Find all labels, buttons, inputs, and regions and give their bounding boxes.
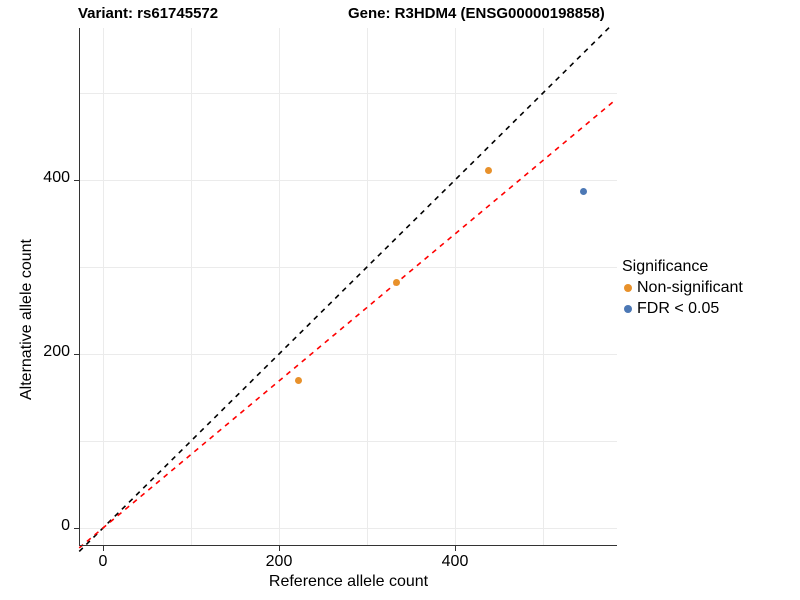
gridline-vertical xyxy=(279,28,280,545)
gridline-vertical xyxy=(367,28,368,545)
reference-lines xyxy=(78,26,617,553)
legend-item-label: Non-significant xyxy=(637,278,743,296)
legend-items: Non-significant FDR < 0.05 xyxy=(622,277,797,319)
legend-item-1[interactable]: Non-significant xyxy=(622,277,797,298)
gridline-horizontal xyxy=(80,267,617,268)
gridline-vertical xyxy=(543,28,544,545)
x-tick xyxy=(279,545,281,551)
y-tick-label: 400 xyxy=(43,169,70,186)
plot-panel xyxy=(78,26,617,553)
gridline-vertical xyxy=(103,28,104,545)
y-tick-label: 200 xyxy=(43,343,70,360)
data-point xyxy=(579,187,587,195)
gridline-horizontal xyxy=(80,441,617,442)
gridline-vertical xyxy=(455,28,456,545)
gridline-vertical xyxy=(191,28,192,545)
legend-key-dot xyxy=(624,304,632,313)
reference-line-identity xyxy=(78,26,611,553)
legend: Significance Non-significant FDR < 0.05 xyxy=(622,258,797,319)
data-point xyxy=(393,279,401,287)
x-tick xyxy=(455,545,457,551)
data-point xyxy=(294,376,302,384)
reference-line-fitted xyxy=(78,98,617,549)
x-axis-title: Reference allele count xyxy=(268,573,429,590)
gene-title: Gene: R3HDM4 (ENSG00000198858) xyxy=(348,5,605,22)
gridline-horizontal xyxy=(80,180,617,181)
legend-item-label: FDR < 0.05 xyxy=(637,299,720,317)
y-tick xyxy=(74,528,80,530)
variant-title: Variant: rs61745572 xyxy=(78,5,219,22)
x-axis-line xyxy=(79,545,617,547)
y-tick-label: 0 xyxy=(61,517,70,534)
gridline-horizontal xyxy=(80,528,617,529)
gridline-horizontal xyxy=(80,93,617,94)
legend-key-dot xyxy=(624,283,632,292)
legend-item-2[interactable]: FDR < 0.05 xyxy=(622,298,797,319)
x-tick-label: 200 xyxy=(265,553,293,570)
gridline-horizontal xyxy=(80,354,617,355)
legend-title: Significance xyxy=(622,258,709,275)
y-tick xyxy=(74,354,80,356)
x-tick xyxy=(103,545,105,551)
y-tick xyxy=(74,180,80,182)
y-axis-line xyxy=(79,28,81,546)
x-tick-label: 400 xyxy=(441,553,469,570)
data-point xyxy=(484,166,492,174)
y-axis-title: Alternative allele count xyxy=(18,239,35,400)
x-tick-label: 0 xyxy=(98,553,108,570)
